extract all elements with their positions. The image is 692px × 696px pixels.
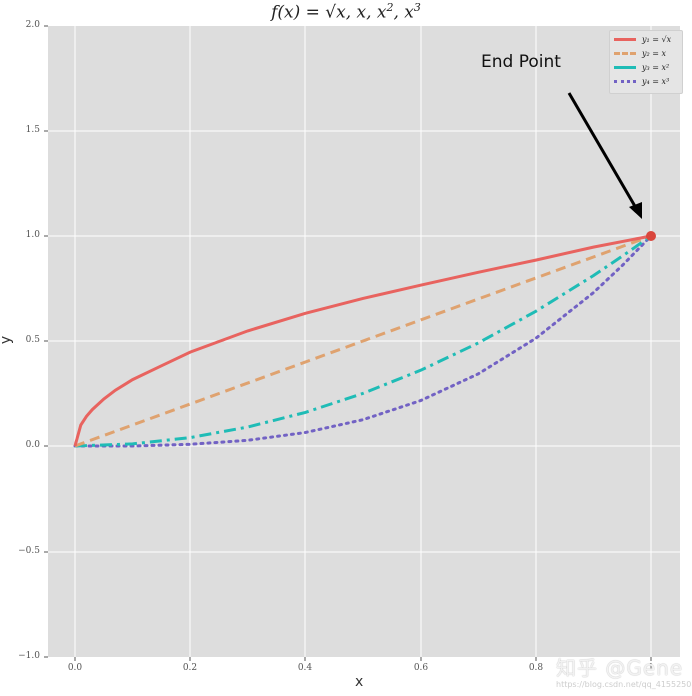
series-y2-line xyxy=(74,234,652,448)
legend-label: y₃ = x² xyxy=(642,62,670,72)
x-tick-label: 0.4 xyxy=(297,663,313,673)
y-tick-label: 2.0 xyxy=(25,20,40,30)
dashed-line-swatch-icon xyxy=(614,51,636,55)
watermark-brand: 知乎 @Gene xyxy=(556,656,684,680)
y-tick-label: 0.0 xyxy=(25,440,40,450)
chart-title: f(x) = √x, x, x2, x3 xyxy=(271,1,421,23)
x-tick-label: 0.0 xyxy=(67,663,83,673)
tick-marks xyxy=(44,25,652,661)
x-tick-label: 1 xyxy=(648,663,654,673)
legend-label: y₂ = x xyxy=(642,48,667,58)
y-tick-label: 1.0 xyxy=(25,230,40,240)
dashdot-line-swatch-icon xyxy=(614,65,636,69)
x-tick-label: 0.2 xyxy=(182,663,198,673)
legend-item-y2: y₂ = x xyxy=(614,47,666,59)
legend-label: y₁ = √x xyxy=(642,34,672,44)
series-y1-line xyxy=(73,234,652,447)
end-point-marker xyxy=(646,231,656,241)
legend-item-y4: y₄ = x³ xyxy=(614,75,669,87)
x-axis-label: x xyxy=(355,674,364,690)
legend-item-y3: y₃ = x² xyxy=(614,61,669,73)
x-tick-label: 0.6 xyxy=(413,663,429,673)
dotted-line-swatch-icon xyxy=(614,79,636,83)
solid-line-swatch-icon xyxy=(614,37,636,41)
x-tick-label: 0.8 xyxy=(528,663,544,673)
legend: y₁ = √x y₂ = x y₃ = x² y₄ = x³ xyxy=(609,30,683,94)
legend-label: y₄ = x³ xyxy=(642,76,670,86)
end-point-annotation: End Point xyxy=(481,52,561,72)
y-tick-label: −0.5 xyxy=(18,546,40,556)
y-tick-label: 0.5 xyxy=(25,335,40,345)
series-y3-line xyxy=(74,234,652,448)
series-y4-line xyxy=(73,234,653,448)
y-axis-label: y xyxy=(0,336,14,344)
legend-item-y1: y₁ = √x xyxy=(614,33,671,45)
watermark-url: https://blog.csdn.net/qq_41552508 xyxy=(556,680,692,689)
annotation-arrow xyxy=(567,92,642,219)
y-tick-label: −1.0 xyxy=(18,651,40,661)
y-tick-label: 1.5 xyxy=(25,125,40,135)
gridlines xyxy=(48,26,680,657)
